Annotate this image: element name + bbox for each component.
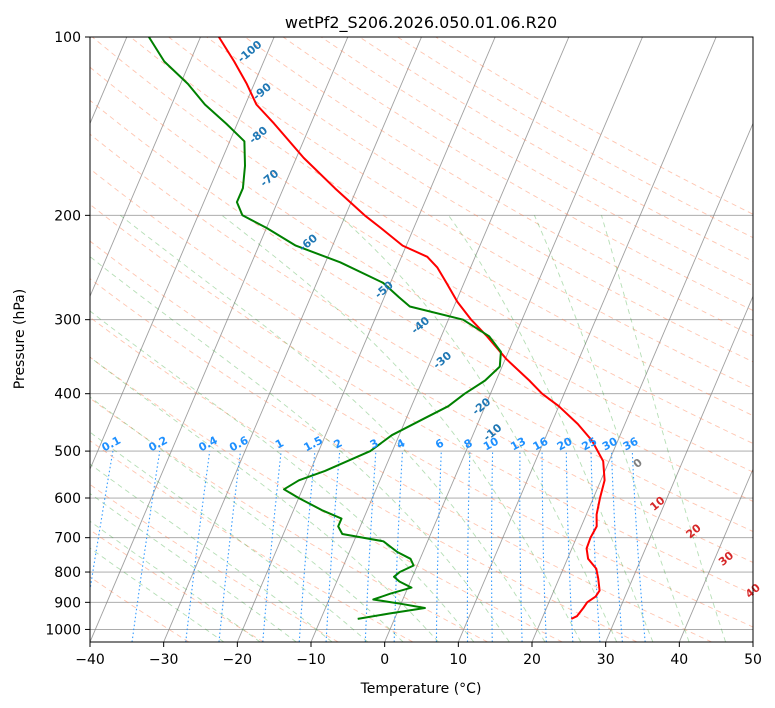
x-tick-label: 30 [597, 652, 615, 668]
y-tick-label: 600 [54, 491, 81, 507]
data-series [148, 37, 606, 620]
x-tick-label: −40 [75, 652, 105, 668]
isotherm-line [90, 37, 275, 471]
y-tick-label: 900 [54, 595, 81, 611]
isotherm-line [90, 37, 349, 642]
y-tick-label: 800 [54, 565, 81, 581]
isotherm-line [384, 37, 643, 642]
axes: −40 −30 −20 −10 0 10 20 30 40 50 1000 900 800 700 600 5… [45, 30, 762, 668]
mixing-ratio-label: 13 [508, 435, 528, 454]
dry-adiabat-line [90, 240, 753, 628]
y-axis-label: Pressure (hPa) [12, 289, 28, 389]
x-tick-label: 0 [380, 652, 389, 668]
y-tick-label: 400 [54, 387, 81, 403]
background-lines [90, 37, 753, 642]
isotherm-line [457, 37, 717, 642]
moist-adiabat-line [90, 431, 368, 642]
mixing-ratio-line [185, 451, 211, 642]
isotherm-line [163, 37, 422, 642]
moist-adiabat-line [221, 214, 582, 642]
dry-adiabat-line [90, 440, 414, 642]
x-tick-label: −10 [296, 652, 326, 668]
x-axis-label: Temperature (°C) [360, 681, 482, 697]
y-tick-label: 500 [54, 444, 81, 460]
moist-adiabat-line [338, 214, 618, 642]
dry-adiabat-line [90, 168, 753, 563]
mixing-ratio-line [631, 451, 646, 642]
mixing-ratio-line [298, 451, 316, 642]
moist-adiabat-line [120, 214, 546, 642]
moist-adiabat-line [601, 215, 727, 642]
dry-adiabat-line [90, 483, 339, 642]
mixing-ratio-label: 16 [531, 435, 551, 454]
dry-adiabat-line [90, 356, 563, 642]
x-tick-label: −30 [149, 652, 179, 668]
y-tick-label: 200 [54, 208, 81, 224]
y-tick-label: 700 [54, 531, 81, 547]
temperature-line [218, 37, 606, 620]
isotherm-line [531, 122, 753, 642]
dry-adiabat-line [90, 397, 488, 642]
isotherm-line [678, 467, 753, 642]
isotherm-line [90, 37, 201, 298]
mixing-ratio-line [218, 451, 242, 642]
dewpoint-line [148, 37, 502, 620]
moist-adiabat-line [90, 310, 475, 642]
moist-adiabat-line [90, 520, 261, 642]
mixing-ratio-line [262, 451, 282, 642]
plot-frame [89, 36, 754, 643]
x-tick-label: 10 [449, 652, 467, 668]
isotherm-line [310, 37, 570, 642]
mixing-ratio-label: 10 [481, 435, 501, 454]
isotherm-line [605, 295, 753, 642]
mixing-ratio-label: 36 [621, 435, 641, 454]
y-tick-label: 1000 [45, 622, 81, 638]
x-tick-label: 50 [744, 652, 762, 668]
mixing-ratio-label: 30 [600, 435, 620, 454]
moist-adiabat-line [90, 547, 225, 642]
dry-adiabat-line [282, 37, 753, 311]
moist-adiabat-line [90, 492, 297, 642]
chart-title: wetPf2_S206.2026.050.01.06.R20 [285, 13, 557, 33]
mixing-ratio-line [131, 451, 161, 642]
y-tick-label: 100 [54, 30, 81, 46]
moist-adiabat-line [448, 215, 654, 642]
dry-adiabat-line [90, 66, 753, 473]
x-tick-label: −20 [223, 652, 253, 668]
mixing-ratio-line [90, 451, 114, 594]
y-tick-label: 300 [54, 313, 81, 329]
isotherm-line [236, 37, 496, 642]
dry-adiabat-line [206, 37, 753, 363]
mixing-ratio-label: 20 [555, 435, 575, 454]
x-tick-label: 20 [523, 652, 541, 668]
mixing-ratio-label: 25 [580, 435, 600, 454]
dry-adiabat-line [90, 203, 753, 595]
dry-adiabat-line [130, 37, 753, 417]
x-tick-label: 40 [670, 652, 688, 668]
dry-adiabat-line [90, 133, 753, 532]
